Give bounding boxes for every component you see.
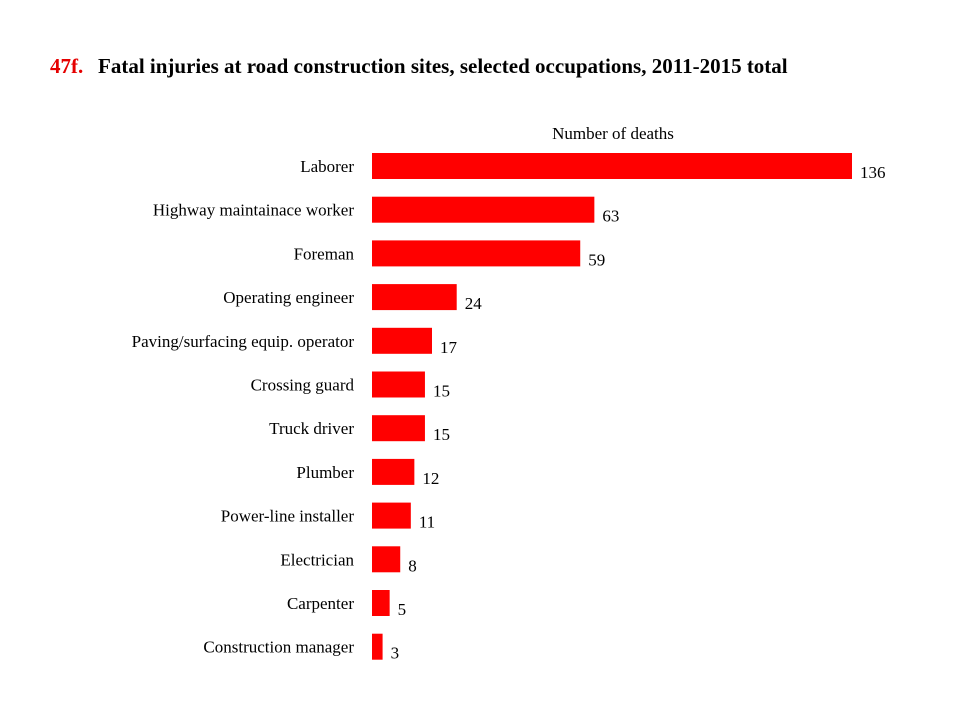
category-label-power-line-installer: Power-line installer xyxy=(221,507,355,526)
bar-truck-driver xyxy=(372,415,425,442)
value-label-foreman: 59 xyxy=(588,250,605,269)
value-label-construction-manager: 3 xyxy=(391,644,400,663)
bar-highway-maintainace-worker xyxy=(372,196,595,223)
bar-carpenter xyxy=(372,590,390,616)
category-label-plumber: Plumber xyxy=(296,463,354,482)
category-label-carpenter: Carpenter xyxy=(287,594,354,613)
chart-title: Fatal injuries at road construction site… xyxy=(98,54,788,78)
category-label-construction-manager: Construction manager xyxy=(203,638,354,657)
bar-operating-engineer xyxy=(372,284,457,311)
bar-power-line-installer xyxy=(372,502,411,529)
value-label-truck-driver: 15 xyxy=(433,425,450,444)
category-label-truck-driver: Truck driver xyxy=(269,419,354,438)
chart-id: 47f. xyxy=(50,54,84,78)
value-label-paving-surfacing-equip-operator: 17 xyxy=(440,338,458,357)
category-label-paving-surfacing-equip-operator: Paving/surfacing equip. operator xyxy=(132,332,355,351)
category-label-foreman: Foreman xyxy=(294,244,355,263)
bar-plumber xyxy=(372,458,415,485)
bars-group: Laborer 136 Highway maintainace worker 63 Fo… xyxy=(132,153,886,663)
category-label-crossing-guard: Crossing guard xyxy=(251,376,355,395)
bar-electrician xyxy=(372,546,401,573)
bar-crossing-guard xyxy=(372,371,425,398)
value-label-highway-maintainace-worker: 63 xyxy=(602,207,619,226)
category-label-highway-maintainace-worker: Highway maintainace worker xyxy=(153,201,354,220)
value-label-crossing-guard: 15 xyxy=(433,382,450,401)
value-label-electrician: 8 xyxy=(408,556,417,575)
bar-construction-manager xyxy=(372,633,383,660)
bar-foreman xyxy=(372,240,581,267)
value-label-laborer: 136 xyxy=(860,163,886,182)
category-label-operating-engineer: Operating engineer xyxy=(223,288,354,307)
bar-laborer xyxy=(372,153,852,179)
value-label-power-line-installer: 11 xyxy=(419,513,435,532)
value-label-plumber: 12 xyxy=(422,469,439,488)
value-label-operating-engineer: 24 xyxy=(465,294,483,313)
category-label-electrician: Electrician xyxy=(280,550,354,569)
bar-paving-surfacing-equip-operator xyxy=(372,327,432,354)
category-label-laborer: Laborer xyxy=(300,157,354,176)
value-label-carpenter: 5 xyxy=(398,600,407,619)
x-axis-label: Number of deaths xyxy=(552,124,674,143)
